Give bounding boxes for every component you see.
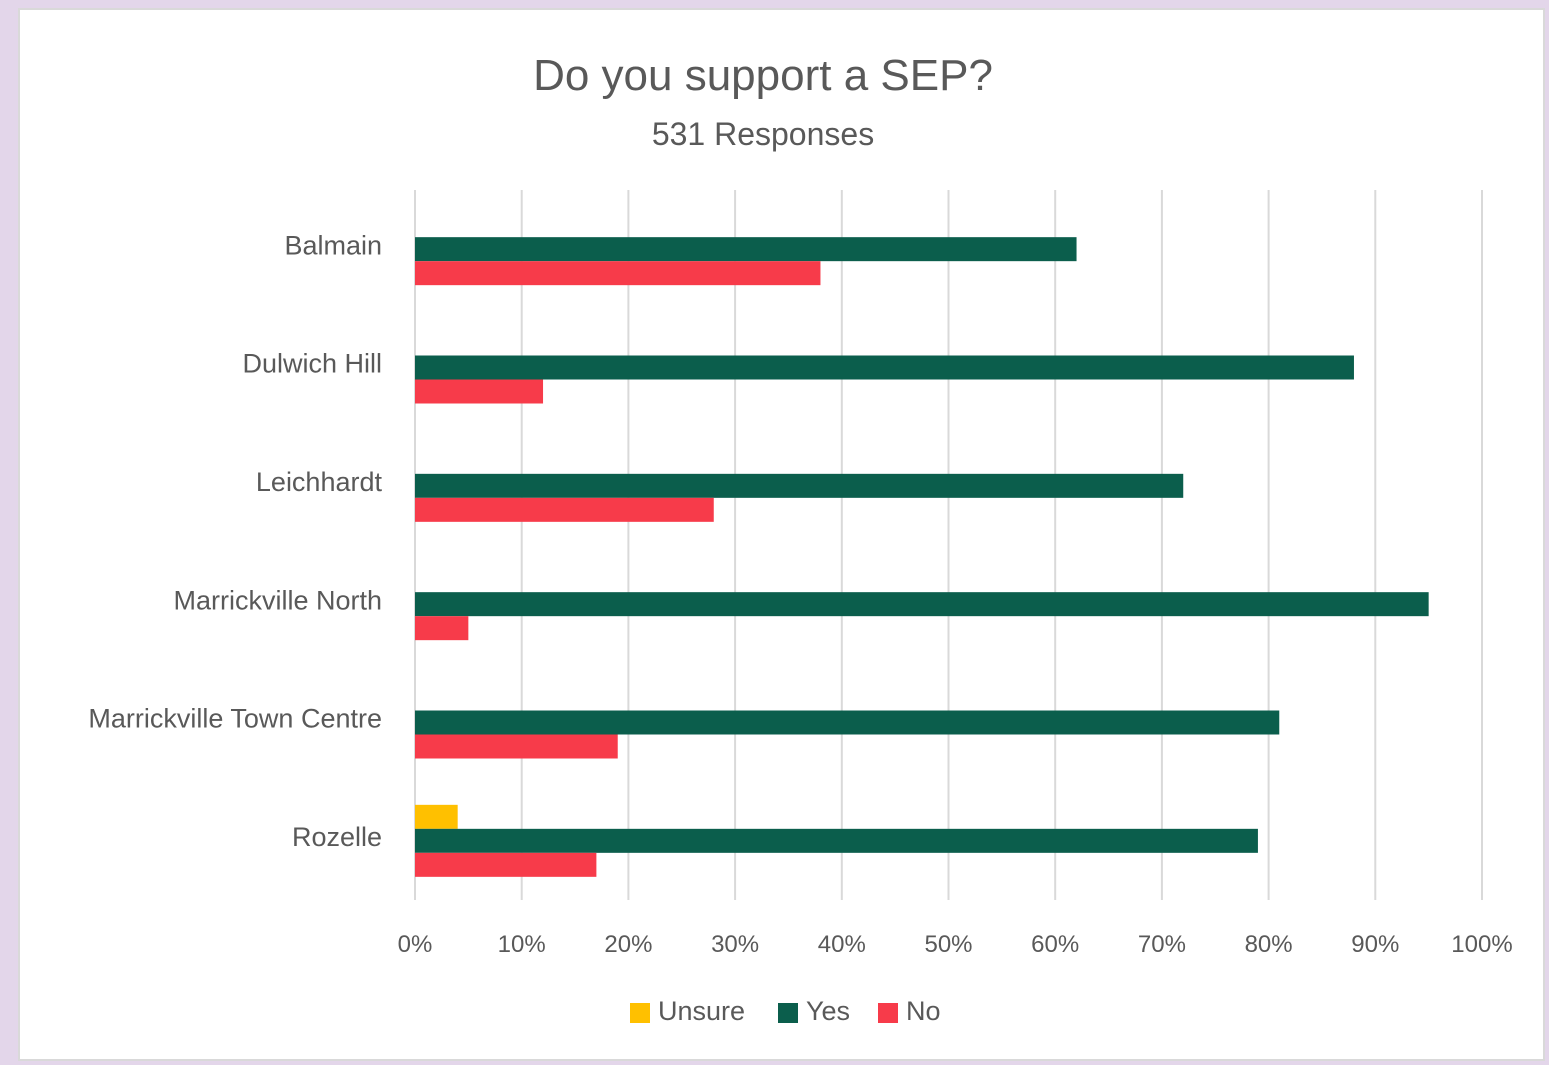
bar-no-marrickville-north	[415, 616, 469, 641]
category-label: Balmain	[284, 230, 382, 260]
chart-subtitle: 531 Responses	[652, 116, 874, 152]
x-tick-label: 0%	[398, 931, 433, 958]
gridlines	[414, 190, 1483, 900]
bars	[415, 237, 1429, 877]
bar-no-dulwich-hill	[415, 379, 544, 404]
x-tick-label: 80%	[1245, 931, 1293, 958]
category-label: Rozelle	[292, 822, 382, 852]
category-label: Leichhardt	[256, 467, 383, 497]
category-label: Marrickville North	[173, 585, 382, 615]
bar-unsure-rozelle	[415, 804, 458, 829]
bar-chart: Do you support a SEP? 531 Responses Balm…	[88, 51, 1513, 1026]
chart-frame: Do you support a SEP? 531 Responses Balm…	[18, 8, 1545, 1061]
x-tick-label: 90%	[1351, 931, 1399, 958]
x-tick-label: 10%	[498, 931, 546, 958]
bar-yes-dulwich-hill	[415, 355, 1354, 380]
x-axis-ticks: 0% 10% 20% 30% 40% 50% 60% 70% 80% 90% 100%	[398, 931, 1513, 958]
chart-title: Do you support a SEP?	[533, 51, 993, 100]
bar-yes-marrickville-north	[415, 592, 1429, 617]
x-tick-label: 100%	[1451, 931, 1512, 958]
legend-label-yes: Yes	[806, 996, 850, 1026]
category-label: Marrickville Town Centre	[88, 704, 382, 734]
category-label: Dulwich Hill	[242, 349, 382, 379]
bar-no-balmain	[415, 261, 821, 286]
legend-swatch-no	[878, 1003, 898, 1023]
x-tick-label: 40%	[818, 931, 866, 958]
x-tick-label: 60%	[1031, 931, 1079, 958]
legend-label-unsure: Unsure	[658, 996, 745, 1026]
legend-swatch-yes	[778, 1003, 798, 1023]
bar-yes-rozelle	[415, 828, 1258, 853]
x-tick-label: 70%	[1138, 931, 1186, 958]
bar-no-marrickville-town-centre	[415, 734, 618, 759]
legend: Unsure Yes No	[630, 996, 941, 1026]
bar-no-leichhardt	[415, 497, 714, 522]
x-tick-label: 30%	[711, 931, 759, 958]
bar-yes-balmain	[415, 237, 1077, 262]
category-labels: Balmain Dulwich Hill Leichhardt Marrickvill…	[88, 230, 382, 852]
legend-swatch-unsure	[630, 1003, 650, 1023]
legend-label-no: No	[906, 996, 941, 1026]
bar-no-rozelle	[415, 852, 597, 877]
x-tick-label: 50%	[924, 931, 972, 958]
bar-yes-leichhardt	[415, 473, 1184, 498]
x-tick-label: 20%	[604, 931, 652, 958]
bar-yes-marrickville-town-centre	[415, 710, 1280, 735]
